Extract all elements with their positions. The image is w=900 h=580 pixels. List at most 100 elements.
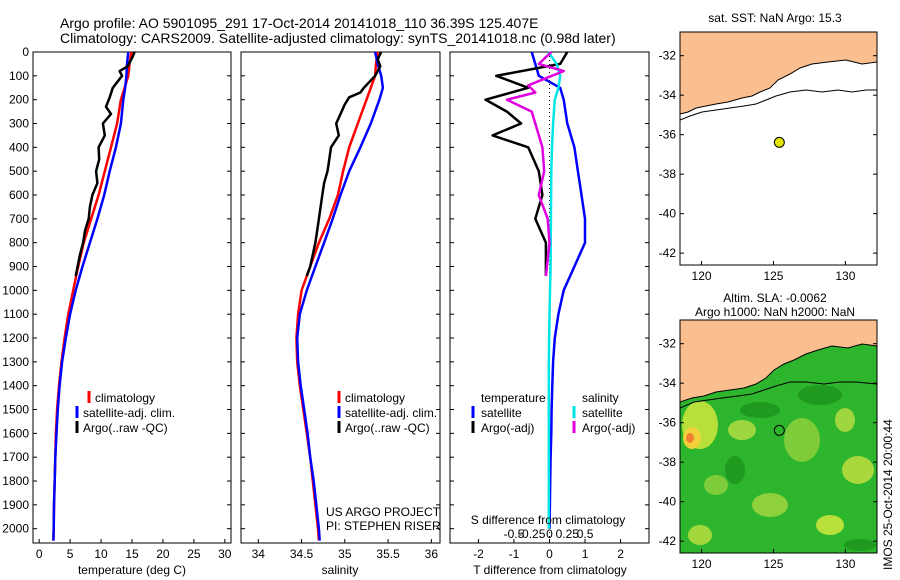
series-line-argo-raw-qc [305,51,383,277]
depth-tick-label: 300 [9,117,29,131]
x-tick-label: 35 [338,547,352,561]
depth-tick-label: 1900 [2,498,29,512]
depth-tick-label: 200 [9,93,29,107]
x-tick-label: 15 [125,547,139,561]
sst-map-isobath [680,89,877,121]
salinity-axes [240,51,441,544]
sst-map-frame [679,31,878,266]
series-line-salinity-argo-adj [505,51,565,277]
x-tick-label: 1 [582,547,589,561]
legend-d-s-sat: satellite [582,406,623,420]
lat-tick-label: -34 [659,376,677,390]
salinity-lines [295,51,385,541]
x-tick-label: -2 [473,547,484,561]
lat-tick-label: -40 [659,495,677,509]
s-diff-tick-label: 0 [546,527,553,541]
lat-tick-label: -42 [659,534,677,548]
imos-timestamp: IMOS 25-Oct-2014 20:00:44 [881,419,895,570]
depth-tick-label: 100 [9,69,29,83]
series-line-satellite-adj-clim [52,51,130,541]
difference-lines [484,51,587,529]
s-diff-title: S difference from climatology [471,513,626,527]
x-tick-label: 36 [425,547,439,561]
lat-tick-label: -34 [659,88,677,102]
temperature-xlabel: temperature (deg C) [78,563,186,577]
lon-tick-label: 125 [763,557,783,571]
s-diff-tick-label: -0.5 [504,527,525,541]
legend-d-temperature-head: temperature [481,391,546,405]
depth-tick-label: 1600 [2,426,29,440]
depth-tick-label: 400 [9,140,29,154]
sst-map-lat-ticks: -32 -34 -36 -38 -40 -42 [659,49,877,260]
series-line-salinity-satellite [547,51,562,529]
sla-map-land [680,320,877,403]
depth-tick-label: 1000 [2,283,29,297]
x-tick-label: 2 [617,547,624,561]
temperature-lines [52,51,136,541]
depth-ticks: 0 100 200 300 400 500 600 700 800 900 1000 1100 1200… [2,45,231,536]
legend-d-salinity-head: salinity [582,391,619,405]
lat-tick-label: -36 [659,416,677,430]
depth-tick-label: 1800 [2,474,29,488]
legend-s-satellite: satellite-adj. clim. [345,406,437,420]
series-line-temperature-satellite [530,51,587,529]
lat-tick-label: -40 [659,207,677,221]
lon-tick-label: 130 [835,269,855,283]
lat-tick-label: -42 [659,246,677,260]
depth-tick-label: 800 [9,236,29,250]
difference-panel: -2 -1 0 1 2 T difference from climatology S … [449,51,650,577]
legend-d-t-argo: Argo(-adj) [481,421,534,435]
depth-tick-label: 2000 [2,522,29,536]
sla-map: Altim. SLA: -0.0062 Argo h1000: NaN h200… [659,291,878,571]
depth-tick-label: 700 [9,212,29,226]
lat-tick-label: -32 [659,49,677,63]
pi-label: PI: STEPHEN RISER [326,519,441,533]
lat-tick-label: -32 [659,337,677,351]
argo-float-marker [773,136,785,148]
depth-tick-label: 900 [9,260,29,274]
x-tick-label: 34 [252,547,266,561]
depth-tick-label: 1200 [2,331,29,345]
s-diff-tick-label: 0.25 [556,527,580,541]
temperature-xticks: 0 5 10 15 20 25 30 [36,539,232,561]
sst-map: sat. SST: NaN Argo: 15.3 -32 -34 -36 -38 -40… [659,11,878,283]
x-tick-label: 5 [67,547,74,561]
lat-tick-label: -38 [659,167,677,181]
x-tick-label: 10 [94,547,108,561]
salinity-panel: 34 34.5 35 35.5 36 salinity climatology sate… [240,51,441,577]
lon-tick-label: 125 [763,269,783,283]
series-line-temperature-argo-adj [484,51,569,276]
sst-map-land [680,32,877,115]
lat-tick-label: -36 [659,128,677,142]
s-diff-ticks: -0.5-0.25 0 0.250.5 [504,527,594,541]
sla-map-lat-ticks: -32 -34 -36 -38 -40 -42 [659,337,877,548]
x-tick-label: 20 [156,547,170,561]
series-line-satellite-adj-clim [295,51,385,541]
argo-float-marker-sla [773,424,785,436]
x-tick-label: -1 [509,547,520,561]
depth-tick-label: 1300 [2,355,29,369]
x-tick-label: 34.5 [290,547,314,561]
header-line1: Argo profile: AO 5901095_291 17-Oct-2014… [60,15,538,31]
difference-legend: temperature salinity satellite Argo(-adj… [471,391,635,435]
sla-map-title1: Altim. SLA: -0.0062 [723,291,827,305]
x-tick-label: 35.5 [376,547,400,561]
lat-tick-label: -38 [659,455,677,469]
depth-tick-label: 1500 [2,403,29,417]
legend-d-t-sat: satellite [481,406,522,420]
sla-map-title2: Argo h1000: NaN h2000: NaN [695,305,855,319]
legend-s-climatology: climatology [345,391,405,405]
legend-satellite: satellite-adj. clim. [83,406,175,420]
salinity-legend: climatology satellite-adj. clim. Argo(..… [337,391,437,435]
x-tick-label: 25 [187,547,201,561]
salinity-xticks: 34 34.5 35 35.5 36 [252,539,439,561]
series-line-argo-raw-qc [74,51,136,277]
sla-map-frame [679,319,878,554]
legend-d-s-argo: Argo(-adj) [582,421,635,435]
s-diff-tick-label: 0.5 [577,527,594,541]
lon-tick-label: 120 [692,269,712,283]
lon-tick-label: 120 [692,557,712,571]
difference-ytick-marks [450,51,649,530]
legend-s-argo: Argo(..raw -QC) [345,421,430,435]
